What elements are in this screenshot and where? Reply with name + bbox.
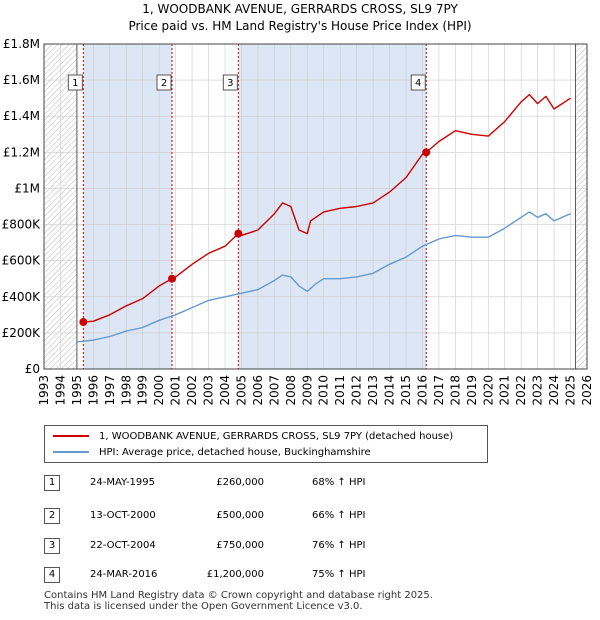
sale-marker-box [410,74,426,91]
y-tick-label: £1M [14,181,40,195]
x-tick-label: 2010 [317,375,331,406]
x-tick-label: 2003 [202,375,216,406]
sale-marker-label: 3 [227,78,233,89]
x-tick-label: 2015 [399,375,413,406]
plot-frame [43,43,588,370]
x-tick-label: 2001 [169,375,183,406]
transaction-number: 3 [44,538,60,554]
transaction-date: 24-MAY-1995 [90,477,156,488]
y-tick-label: £1.6M [3,73,40,87]
x-tick-label: 2016 [415,375,429,406]
chart-legend: 1, WOODBANK AVENUE, GERRARDS CROSS, SL9 … [44,425,488,463]
sale-marker-box [156,74,172,91]
x-tick-label: 2023 [531,375,545,406]
chart-title: 1, WOODBANK AVENUE, GERRARDS CROSS, SL9 … [142,2,458,16]
x-tick-label: 2005 [234,375,248,406]
x-tick-label: 2007 [267,375,281,406]
x-tick-label: 2011 [333,375,347,406]
transaction-date: 13-OCT-2000 [90,510,156,521]
x-tick-label: 2009 [300,375,314,406]
transaction-hpi: 76% ↑ HPI [312,540,366,551]
y-tick-label: £800K [2,218,42,232]
chart-subtitle: Price paid vs. HM Land Registry's House … [128,19,472,33]
x-tick-label: 2021 [498,375,512,406]
x-tick-label: 2017 [432,375,446,406]
ownership-shade [238,44,427,369]
hpi-line [76,211,571,343]
legend-swatch-property [53,435,89,437]
sale-marker-box [67,74,83,91]
y-tick-label: £200K [2,326,42,340]
y-tick-label: £0 [25,362,40,376]
x-tick-label: 2020 [481,375,495,406]
sale-point [422,148,431,157]
x-tick-label: 2025 [564,375,578,406]
transaction-hpi: 66% ↑ HPI [312,510,366,521]
y-tick-label: £1.8M [3,37,40,51]
legend-label-hpi: HPI: Average price, detached house, Buck… [99,446,371,458]
x-tick-label: 1999 [136,375,150,406]
no-data-hatch-right [575,44,587,369]
legend-item-property: 1, WOODBANK AVENUE, GERRARDS CROSS, SL9 … [53,429,453,443]
y-tick-label: £1.4M [3,109,40,123]
legend-item-hpi: HPI: Average price, detached house, Buck… [53,445,371,459]
x-tick-label: 2004 [218,375,232,406]
transaction-price: £260,000 [216,477,264,488]
x-tick-label: 1997 [103,375,117,406]
x-tick-label: 1998 [119,375,133,406]
x-tick-label: 2018 [448,375,462,406]
x-tick-label: 1996 [86,375,100,406]
transaction-hpi: 68% ↑ HPI [312,477,366,488]
sale-point [168,274,177,283]
x-tick-label: 1994 [53,375,67,406]
x-tick-label: 2008 [284,375,298,406]
transaction-price: £1,200,000 [206,569,264,580]
footer-attribution: Contains HM Land Registry data © Crown c… [44,590,433,612]
y-tick-label: £400K [2,290,42,304]
legend-swatch-hpi [53,451,89,453]
footer-line: Contains HM Land Registry data © Crown c… [44,590,433,601]
x-tick-label: 2024 [547,375,561,406]
y-tick-label: £600K [2,254,42,268]
x-tick-label: 2019 [465,375,479,406]
sale-point [79,318,88,327]
transaction-number: 1 [44,475,60,491]
transaction-date: 24-MAR-2016 [90,569,158,580]
x-tick-label: 2014 [383,375,397,406]
x-tick-label: 2012 [350,375,364,406]
transaction-price: £750,000 [216,540,264,551]
legend-label-property: 1, WOODBANK AVENUE, GERRARDS CROSS, SL9 … [99,430,454,442]
sale-marker-label: 1 [72,78,78,89]
sale-point [234,229,243,238]
transaction-number: 2 [44,508,60,524]
x-tick-label: 2013 [366,375,380,406]
x-tick-label: 2026 [580,375,594,406]
x-tick-label: 2002 [185,375,199,406]
y-tick-label: £1.2M [3,145,40,159]
sale-marker-label: 4 [415,78,421,89]
price-chart: £0 £200K £400K £600K £800K £1M £1.2M £1.4M £1.6M… [2,37,594,406]
x-tick-label: 2022 [514,375,528,406]
sale-marker-box [222,74,238,91]
x-tick-label: 2006 [251,375,265,406]
transaction-date: 22-OCT-2004 [90,540,156,551]
footer-line: This data is licensed under the Open Gov… [44,601,363,612]
x-tick-label: 1993 [37,375,51,406]
sale-marker-label: 2 [161,78,167,89]
transaction-number: 4 [44,567,60,583]
ownership-shade [83,44,173,369]
x-tick-label: 1995 [70,375,84,406]
transaction-price: £500,000 [216,510,264,521]
transaction-hpi: 75% ↑ HPI [312,569,366,580]
x-tick-label: 2000 [152,375,166,406]
